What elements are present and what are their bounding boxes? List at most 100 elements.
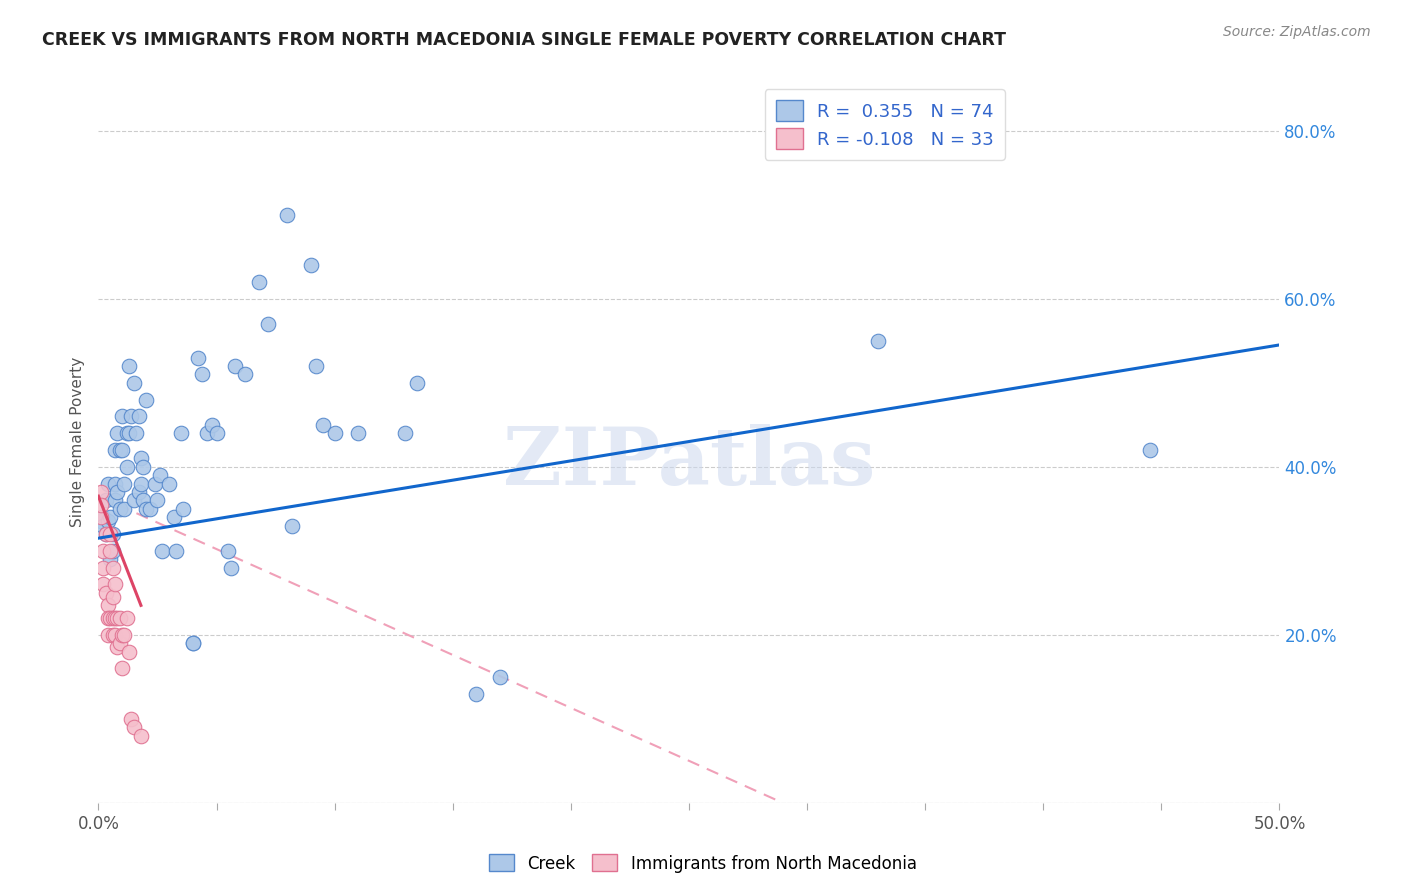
Point [191,368,214,382]
Point [118,426,141,441]
Point [101,543,124,558]
Point [195,426,218,441]
Point [305,359,328,373]
Point [205,426,228,441]
Point [111,628,134,642]
Point [111,409,134,424]
Point [172,501,194,516]
Point [143,476,166,491]
Point [163,510,186,524]
Point [91,518,114,533]
Legend: R =  0.355   N = 74, R = -0.108   N = 33: R = 0.355 N = 74, R = -0.108 N = 33 [765,89,1005,160]
Point [105,426,128,441]
Y-axis label: Single Female Poverty: Single Female Poverty [70,357,86,526]
Point [90,498,112,512]
Point [111,661,134,675]
Point [108,442,131,457]
Point [90,510,112,524]
Point [108,636,131,650]
Point [108,611,131,625]
Point [125,426,148,441]
Point [104,493,127,508]
Point [91,577,114,591]
Point [135,501,157,516]
Point [247,275,270,289]
Point [101,560,124,574]
Point [101,611,124,625]
Point [97,514,120,528]
Point [115,459,138,474]
Point [465,687,488,701]
Point [98,510,121,524]
Point [101,527,124,541]
Point [115,611,138,625]
Point [91,510,114,524]
Point [181,636,204,650]
Point [98,611,121,625]
Point [118,359,141,373]
Point [121,712,143,726]
Point [149,468,172,483]
Point [122,376,145,390]
Point [98,527,121,541]
Point [187,351,209,365]
Point [276,208,298,222]
Point [90,514,112,528]
Point [104,628,127,642]
Point [866,334,889,348]
Point [129,729,152,743]
Point [105,485,128,500]
Point [122,493,145,508]
Point [91,560,114,574]
Point [104,476,127,491]
Point [105,611,128,625]
Point [217,543,239,558]
Point [91,543,114,558]
Point [224,359,246,373]
Point [1139,442,1161,457]
Point [118,644,141,658]
Point [233,368,256,382]
Point [97,628,120,642]
Point [94,493,117,508]
Point [104,611,127,625]
Point [181,636,204,650]
Point [111,442,134,457]
Point [105,640,128,655]
Point [98,543,121,558]
Point [129,476,152,491]
Point [101,590,124,604]
Point [97,599,120,613]
Point [299,258,322,272]
Point [170,426,193,441]
Point [112,501,135,516]
Text: ZIPatlas: ZIPatlas [503,425,875,502]
Point [323,426,346,441]
Point [139,501,162,516]
Point [132,493,155,508]
Point [108,501,131,516]
Point [97,476,120,491]
Point [146,493,169,508]
Point [128,485,150,500]
Point [94,527,117,541]
Text: Source: ZipAtlas.com: Source: ZipAtlas.com [1223,25,1371,39]
Point [104,577,127,591]
Point [135,392,157,407]
Point [281,518,304,533]
Point [90,485,112,500]
Point [128,409,150,424]
Point [132,459,155,474]
Point [150,543,173,558]
Point [312,417,335,432]
Point [104,442,127,457]
Legend: Creek, Immigrants from North Macedonia: Creek, Immigrants from North Macedonia [482,847,924,880]
Point [257,317,280,331]
Point [122,720,145,734]
Point [219,560,242,574]
Point [112,476,135,491]
Point [489,670,512,684]
Point [115,426,138,441]
Point [121,409,143,424]
Point [112,628,135,642]
